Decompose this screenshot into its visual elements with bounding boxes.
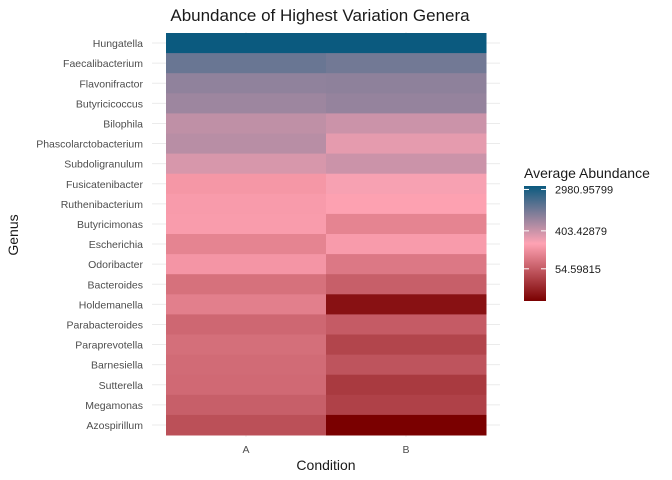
heatmap-cell [166, 254, 327, 275]
heatmap-cell [326, 374, 487, 396]
legend-ticks: 2980.95799 403.42879 54.59815 [524, 184, 613, 276]
heatmap-cell [326, 193, 487, 215]
heatmap-cell [166, 274, 327, 295]
heatmap-cell [326, 274, 487, 295]
y-tick-label: Fusicatenibacter [66, 179, 144, 191]
heatmap-cell [166, 133, 327, 155]
heatmap-cell [326, 173, 487, 195]
x-tick-label: A [242, 444, 249, 456]
chart-title: Abundance of Highest Variation Genera [170, 6, 470, 25]
heatmap-cell [326, 113, 487, 134]
y-tick-label: Bacteroides [88, 279, 143, 291]
heatmap-cells [166, 33, 487, 436]
x-axis-title: Condition [296, 457, 355, 473]
y-tick-label: Barnesiella [91, 360, 143, 372]
heatmap-cell [326, 294, 487, 315]
heatmap-cell [326, 93, 487, 114]
y-tick-label: Bilophila [103, 118, 143, 130]
legend-break-label: 403.42879 [555, 226, 607, 238]
y-tick-label: Hungatella [93, 38, 143, 50]
legend-break-label: 54.59815 [555, 264, 601, 276]
y-tick-label: Megamonas [85, 400, 143, 412]
legend-title: Average Abundance [524, 165, 650, 181]
heatmap-cell [166, 53, 327, 74]
heatmap-cell [326, 354, 487, 376]
y-tick-label: Faecalibacterium [63, 58, 143, 70]
y-tick-label: Holdemanella [79, 299, 143, 311]
y-tick-label: Parabacteroides [67, 319, 143, 331]
heatmap-cell [166, 213, 327, 235]
y-tick-label: Paraprevotella [75, 340, 143, 352]
heatmap-cell [326, 213, 487, 235]
heatmap-cell [326, 53, 487, 74]
color-legend: Average Abundance 2980.95799 403.42879 54.… [524, 165, 650, 301]
y-tick-label: Butyricimonas [77, 219, 143, 231]
heatmap-cell [166, 314, 327, 335]
heatmap-cell [166, 234, 327, 255]
heatmap-cell [166, 414, 327, 436]
heatmap-cell [326, 334, 487, 356]
heatmap-cell [166, 153, 327, 175]
heatmap-cell [326, 394, 487, 416]
heatmap-cell [166, 334, 327, 356]
y-axis-title: Genus [5, 214, 21, 255]
x-tick-label: B [402, 444, 409, 456]
heatmap-cell [166, 354, 327, 376]
y-tick-label: Subdoligranulum [64, 159, 143, 171]
heatmap-cell [166, 193, 327, 215]
heatmap-cell [166, 173, 327, 195]
heatmap-cell [326, 254, 487, 275]
y-tick-label: Odoribacter [88, 259, 143, 271]
y-tick-label: Sutterella [99, 380, 144, 392]
heatmap-cell [326, 234, 487, 255]
heatmap-cell [326, 414, 487, 436]
heatmap-cell [166, 294, 327, 315]
y-tick-label: Azospirillum [86, 420, 143, 432]
heatmap-cell [326, 153, 487, 175]
heatmap-cell [326, 314, 487, 335]
legend-color-bar [524, 186, 546, 301]
heatmap-cell [326, 33, 487, 54]
y-tick-label: Flavonifractor [79, 78, 143, 90]
y-tick-label: Phascolarctobacterium [36, 139, 143, 151]
heatmap-cell [166, 93, 327, 114]
y-axis-tick-labels: Hungatella Faecalibacterium Flavonifractor… [36, 38, 143, 432]
heatmap-cell [166, 113, 327, 134]
heatmap-cell [166, 394, 327, 416]
y-tick-label: Escherichia [89, 239, 143, 251]
legend-break-label: 2980.95799 [555, 184, 613, 196]
heatmap-cell [326, 73, 487, 94]
heatmap-cell [166, 33, 327, 54]
y-tick-label: Ruthenibacterium [61, 199, 144, 211]
heatmap-cell [166, 73, 327, 94]
heatmap-cell [326, 133, 487, 155]
y-tick-label: Butyricicoccus [76, 98, 143, 110]
heatmap-cell [166, 374, 327, 396]
